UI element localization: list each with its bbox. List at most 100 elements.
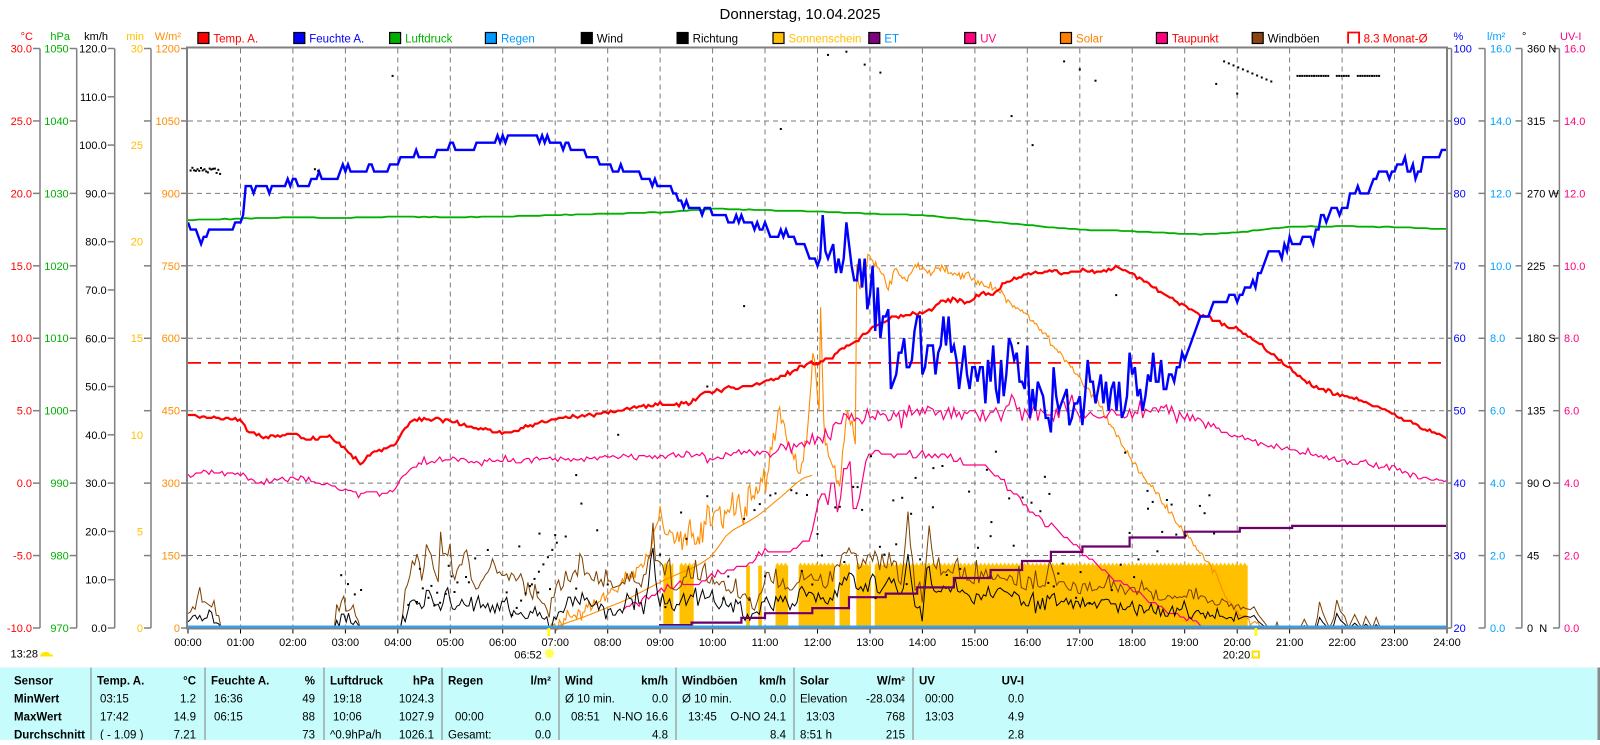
svg-text:15.0: 15.0	[11, 261, 32, 273]
svg-text:30: 30	[131, 44, 143, 56]
svg-text:88: 88	[302, 712, 315, 724]
svg-text:11:00: 11:00	[752, 637, 779, 649]
svg-text:Luftdruck: Luftdruck	[330, 676, 384, 688]
svg-text:8.0: 8.0	[1490, 333, 1505, 345]
svg-text:90: 90	[1454, 116, 1466, 128]
svg-text:8:51 h: 8:51 h	[800, 730, 832, 741]
svg-text:25.0: 25.0	[11, 116, 32, 128]
svg-text:120.0: 120.0	[79, 44, 107, 56]
svg-text:8.4: 8.4	[770, 730, 787, 741]
svg-text:1040: 1040	[44, 116, 68, 128]
svg-text:MaxWert: MaxWert	[14, 712, 62, 724]
svg-text:Taupunkt: Taupunkt	[1172, 34, 1219, 46]
svg-text:1026.1: 1026.1	[399, 730, 434, 741]
svg-text:12.0: 12.0	[1490, 188, 1511, 200]
svg-text:16.0: 16.0	[1490, 44, 1511, 56]
svg-text:19:18: 19:18	[333, 694, 362, 706]
svg-text:110.0: 110.0	[80, 92, 107, 104]
svg-text:Temp. A.: Temp. A.	[97, 676, 144, 688]
svg-text:1000: 1000	[44, 406, 68, 418]
svg-text:06:00: 06:00	[489, 637, 517, 649]
svg-text:Windböen: Windböen	[1268, 34, 1320, 46]
svg-text:315: 315	[1527, 116, 1545, 128]
svg-text:16:00: 16:00	[1014, 637, 1042, 649]
svg-text:14.0: 14.0	[1564, 116, 1585, 128]
svg-text:00:00: 00:00	[174, 637, 202, 649]
svg-text:20: 20	[131, 237, 143, 249]
svg-text:450: 450	[162, 406, 180, 418]
svg-text:08:00: 08:00	[594, 637, 622, 649]
svg-text:Ø 10 min.: Ø 10 min.	[682, 694, 732, 706]
svg-text:20.0: 20.0	[85, 526, 106, 538]
svg-text:Ø 10 min.: Ø 10 min.	[565, 694, 615, 706]
svg-text:0 N: 0 N	[1527, 623, 1547, 635]
svg-text:0: 0	[137, 623, 143, 635]
svg-text:UV: UV	[980, 34, 996, 46]
svg-text:90.0: 90.0	[85, 188, 106, 200]
svg-text:70: 70	[1454, 261, 1466, 273]
svg-text:0.0: 0.0	[1490, 623, 1505, 635]
svg-text:Feuchte A.: Feuchte A.	[309, 34, 364, 46]
svg-text:0.0: 0.0	[1008, 694, 1024, 706]
svg-text:%: %	[1454, 31, 1464, 43]
svg-text:1200: 1200	[156, 44, 180, 56]
svg-text:2.0: 2.0	[1490, 551, 1505, 563]
svg-text:4.9: 4.9	[1008, 712, 1024, 724]
svg-text:Sonnenschein: Sonnenschein	[789, 34, 862, 46]
svg-text:0: 0	[174, 623, 180, 635]
svg-text:-28.034: -28.034	[866, 694, 906, 706]
svg-text:02:00: 02:00	[279, 637, 307, 649]
svg-text:180 S: 180 S	[1527, 333, 1556, 345]
svg-text:00:00: 00:00	[455, 712, 484, 724]
svg-text:hPa: hPa	[50, 31, 70, 43]
svg-text:05:00: 05:00	[437, 637, 465, 649]
svg-text:23:00: 23:00	[1381, 637, 1409, 649]
svg-text:73: 73	[302, 730, 315, 741]
svg-text:8.3 Monat-Ø: 8.3 Monat-Ø	[1364, 34, 1428, 46]
svg-text:W/m²: W/m²	[877, 676, 905, 688]
svg-text:13:28: 13:28	[11, 649, 39, 661]
svg-text:600: 600	[162, 333, 180, 345]
svg-text:1050: 1050	[156, 116, 180, 128]
svg-text:04:00: 04:00	[384, 637, 412, 649]
svg-text:4.0: 4.0	[1564, 478, 1579, 490]
svg-text:1010: 1010	[44, 333, 68, 345]
svg-text:MinWert: MinWert	[14, 694, 59, 706]
svg-text:20.0: 20.0	[11, 188, 32, 200]
svg-text:Elevation: Elevation	[800, 694, 847, 706]
svg-text:Solar: Solar	[1076, 34, 1103, 46]
svg-text:01:00: 01:00	[227, 637, 255, 649]
svg-text:14.0: 14.0	[1490, 116, 1511, 128]
svg-text:5: 5	[137, 526, 143, 538]
svg-text:Solar: Solar	[800, 676, 829, 688]
svg-text:30.0: 30.0	[85, 478, 106, 490]
svg-text:Wind: Wind	[565, 676, 593, 688]
svg-text:900: 900	[162, 188, 180, 200]
svg-text:l/m²: l/m²	[1487, 31, 1506, 43]
svg-text:0.0: 0.0	[17, 478, 32, 490]
svg-text:07:00: 07:00	[541, 637, 569, 649]
svg-text:UV: UV	[919, 676, 935, 688]
svg-text:16.0: 16.0	[1564, 44, 1585, 56]
svg-text:km/h: km/h	[759, 676, 786, 688]
svg-text:08:51: 08:51	[571, 712, 600, 724]
svg-text:1020: 1020	[44, 261, 68, 273]
svg-text:21:00: 21:00	[1276, 637, 1304, 649]
svg-text:O-NO 24.1: O-NO 24.1	[730, 712, 786, 724]
svg-text:°: °	[1522, 31, 1526, 43]
svg-text:N-NO 16.6: N-NO 16.6	[613, 712, 668, 724]
svg-text:Gesamt:: Gesamt:	[448, 730, 491, 741]
svg-text:13:00: 13:00	[856, 637, 884, 649]
svg-text:Regen: Regen	[448, 676, 483, 688]
svg-text:1024.3: 1024.3	[399, 694, 434, 706]
svg-text:25: 25	[131, 140, 143, 152]
svg-text:13:45: 13:45	[688, 712, 717, 724]
svg-text:ET: ET	[884, 34, 899, 46]
svg-text:40: 40	[1454, 478, 1466, 490]
svg-text:^0.9hPa/h: ^0.9hPa/h	[330, 730, 381, 741]
svg-text:80.0: 80.0	[85, 237, 106, 249]
svg-text:19:00: 19:00	[1171, 637, 1199, 649]
svg-text:20:20: 20:20	[1223, 650, 1251, 662]
svg-text:60: 60	[1454, 333, 1466, 345]
svg-text:100.0: 100.0	[79, 140, 107, 152]
